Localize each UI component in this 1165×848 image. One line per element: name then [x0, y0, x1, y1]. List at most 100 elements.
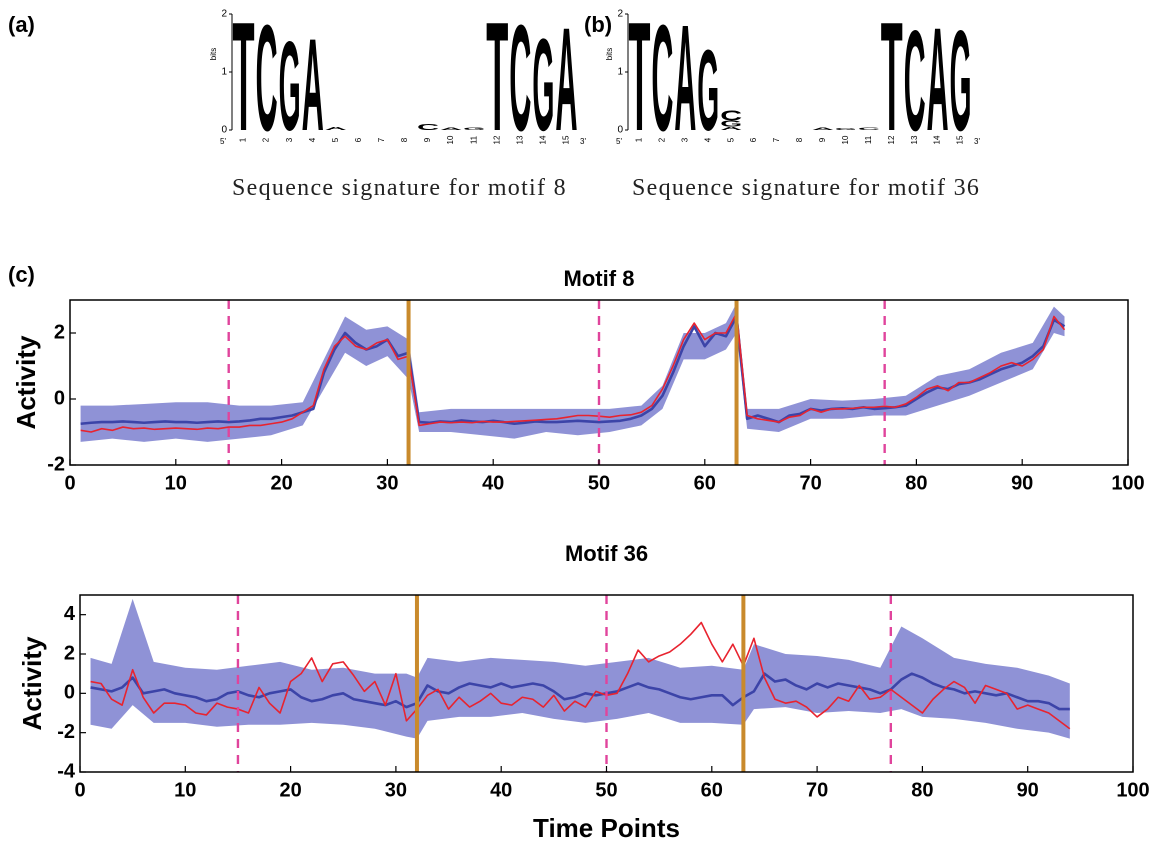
- y-tick-label: 0: [221, 125, 227, 136]
- position-label: 15: [562, 135, 571, 144]
- series-line: [90, 672, 1070, 711]
- logo-letter: A: [812, 127, 834, 131]
- position-label: 1: [635, 137, 644, 142]
- end-label: 3': [580, 137, 586, 146]
- logo-letter: G: [720, 119, 742, 128]
- x-tick-label: 0: [74, 779, 85, 801]
- x-tick-label: 50: [588, 472, 610, 494]
- x-tick-label: 100: [1111, 472, 1144, 494]
- position-label: 8: [400, 137, 409, 142]
- y-tick-label: 0: [54, 387, 65, 409]
- position-label: 1: [239, 137, 248, 142]
- position-label: 7: [377, 137, 386, 142]
- x-tick-label: 80: [905, 472, 927, 494]
- y-tick-label: -2: [57, 721, 75, 743]
- panel-label: (a): [8, 12, 35, 37]
- y-axis-label: Activity: [17, 636, 47, 730]
- position-label: 11: [469, 135, 478, 144]
- y-tick-label: 1: [617, 67, 623, 78]
- position-label: 5: [726, 137, 735, 142]
- position-label: 14: [539, 135, 548, 144]
- position-label: 13: [910, 135, 919, 144]
- x-tick-label: 30: [376, 472, 398, 494]
- end-label: 5': [220, 137, 226, 146]
- position-label: 8: [795, 137, 804, 142]
- series-line: [80, 312, 1066, 433]
- y-tick-label: -2: [47, 453, 65, 475]
- logo-letter: T: [486, 0, 508, 163]
- logo-letter: G: [697, 25, 719, 154]
- x-tick-label: 70: [806, 779, 828, 801]
- position-label: 2: [262, 137, 271, 142]
- x-tick-label: 10: [174, 779, 196, 801]
- logo-letter: C: [904, 1, 926, 161]
- x-tick-label: 60: [701, 779, 723, 801]
- x-tick-label: 20: [270, 472, 292, 494]
- logo-letter: A: [927, 0, 949, 162]
- panel-label: (b): [584, 12, 612, 37]
- y-axis-label: Activity: [11, 335, 41, 429]
- position-label: 13: [515, 135, 524, 144]
- x-tick-label: 30: [385, 779, 407, 801]
- y-tick-label: 1: [221, 67, 227, 78]
- logo-letter: C: [417, 123, 439, 132]
- position-label: 2: [658, 137, 667, 142]
- logo-letter: T: [629, 0, 651, 163]
- x-axis-label: Time Points: [533, 813, 680, 843]
- y-tick-label: 0: [64, 682, 75, 704]
- position-label: 10: [446, 135, 455, 144]
- logo-letter: G: [279, 15, 301, 157]
- position-label: 9: [818, 137, 827, 142]
- position-label: 3: [285, 137, 294, 142]
- logo-letter: C: [651, 0, 673, 163]
- logo-letter: G: [950, 1, 972, 161]
- confidence-band: [80, 303, 1065, 442]
- y-tick-label: 2: [54, 321, 65, 343]
- logo-letter: A: [720, 126, 742, 131]
- x-tick-label: 90: [1011, 472, 1033, 494]
- x-tick-label: 100: [1116, 779, 1149, 801]
- position-label: 3: [680, 137, 689, 142]
- logo-letter: G: [463, 126, 485, 130]
- position-label: 14: [933, 135, 942, 144]
- logo-letter: G: [835, 128, 857, 131]
- logo-letter: T: [881, 0, 903, 163]
- position-label: 6: [749, 137, 758, 142]
- logo-letter: C: [720, 108, 742, 124]
- logo-letter: A: [440, 126, 462, 130]
- position-label: 6: [354, 137, 363, 142]
- logo-letter: T: [233, 0, 255, 163]
- position-label: 10: [841, 135, 850, 144]
- position-label: 4: [703, 137, 712, 142]
- logo-letter: A: [555, 0, 577, 162]
- y-tick-label: 2: [221, 9, 227, 20]
- y-tick-label: 2: [64, 642, 75, 664]
- position-label: 5: [331, 137, 340, 142]
- x-tick-label: 90: [1017, 779, 1039, 801]
- series-line: [90, 621, 1071, 730]
- x-tick-label: 10: [165, 472, 187, 494]
- position-label: 11: [864, 135, 873, 144]
- logo-letter: A: [325, 126, 347, 131]
- x-tick-label: 60: [694, 472, 716, 494]
- x-tick-label: 40: [482, 472, 504, 494]
- logo-letter: A: [302, 11, 324, 158]
- x-tick-label: 50: [595, 779, 617, 801]
- chart-title: Motif 36: [565, 541, 648, 566]
- logo-letter: G: [532, 11, 554, 158]
- y-axis-label: bits: [605, 48, 614, 60]
- position-label: 12: [492, 135, 501, 144]
- position-label: 12: [887, 135, 896, 144]
- logo-letter: A: [674, 0, 696, 163]
- y-axis-label: bits: [209, 48, 218, 60]
- panel-label: (c): [8, 262, 35, 287]
- x-tick-label: 70: [799, 472, 821, 494]
- end-label: 5': [616, 137, 622, 146]
- x-tick-label: 20: [279, 779, 301, 801]
- end-label: 3': [974, 137, 980, 146]
- chart-title: Motif 8: [564, 266, 635, 291]
- x-tick-label: 0: [64, 472, 75, 494]
- position-label: 4: [308, 137, 317, 142]
- y-tick-label: 2: [617, 9, 623, 20]
